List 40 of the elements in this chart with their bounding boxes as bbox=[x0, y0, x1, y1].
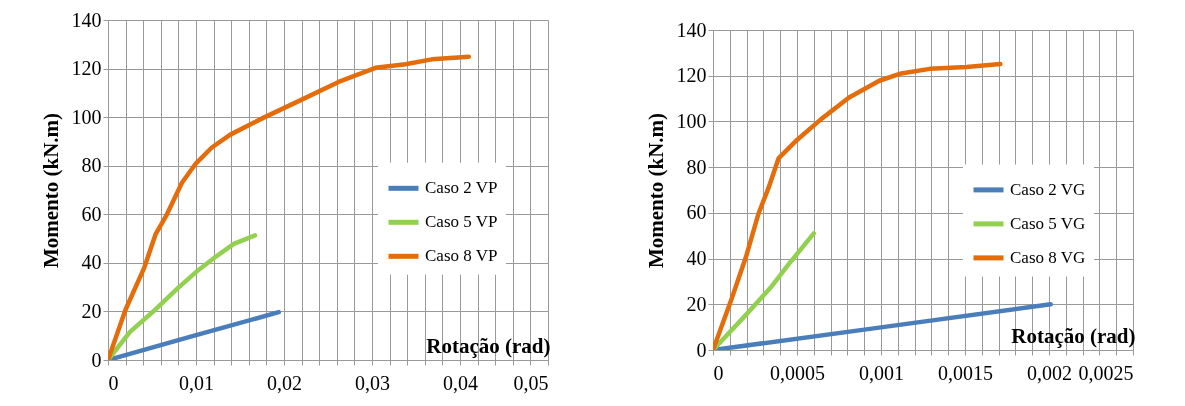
x-axis-title: Rotação (rad) bbox=[426, 333, 551, 358]
line-series bbox=[108, 233, 258, 360]
x-tick-label: 0,0005 bbox=[770, 361, 825, 384]
y-tick-label: 120 bbox=[71, 57, 102, 80]
y-tick-label: 120 bbox=[676, 64, 707, 87]
y-tick-label: 0 bbox=[696, 338, 707, 361]
y-axis-title: Momento (kN.m) bbox=[643, 112, 668, 269]
x-tick-label: 0,04 bbox=[443, 371, 478, 394]
y-tick-label: 60 bbox=[81, 202, 102, 225]
legend-label: Caso 2 VP bbox=[425, 178, 498, 198]
y-tick-label: 140 bbox=[71, 8, 102, 31]
x-tick-label: 0,002 bbox=[1027, 361, 1072, 384]
line-series bbox=[713, 231, 817, 350]
x-tick-label: 0,05 bbox=[513, 371, 549, 394]
x-tick-label: 0,001 bbox=[859, 361, 904, 384]
x-tick-label: 0,0025 bbox=[1078, 361, 1134, 384]
y-tick-label: 20 bbox=[686, 292, 707, 315]
y-axis-title: Momento (kN.m) bbox=[38, 112, 63, 269]
y-tick-label: 40 bbox=[686, 247, 707, 270]
x-axis-title: Rotação (rad) bbox=[1011, 323, 1136, 348]
y-tick-label: 140 bbox=[676, 18, 707, 41]
y-tick-label: 20 bbox=[81, 299, 102, 322]
legend-label: Caso 2 VG bbox=[1010, 179, 1086, 199]
x-tick-label: 0 bbox=[108, 371, 119, 394]
legend-label: Caso 8 VP bbox=[425, 246, 498, 266]
y-tick-label: 80 bbox=[686, 155, 707, 178]
x-tick-label: 0 bbox=[713, 361, 724, 384]
legend-label: Caso 8 VG bbox=[1010, 247, 1086, 267]
y-tick-label: 40 bbox=[81, 251, 102, 274]
y-tick-label: 100 bbox=[676, 109, 707, 132]
y-tick-label: 100 bbox=[71, 105, 102, 128]
x-tick-label: 0,0015 bbox=[938, 361, 993, 384]
y-tick-label: 80 bbox=[81, 154, 102, 177]
x-tick-label: 0,01 bbox=[179, 371, 214, 394]
line-series bbox=[713, 61, 1003, 350]
x-tick-label: 0,03 bbox=[355, 371, 390, 394]
legend-label: Caso 5 VP bbox=[425, 212, 498, 232]
legend-label: Caso 5 VG bbox=[1010, 213, 1086, 233]
y-tick-label: 60 bbox=[686, 201, 707, 224]
x-tick-label: 0,02 bbox=[267, 371, 302, 394]
